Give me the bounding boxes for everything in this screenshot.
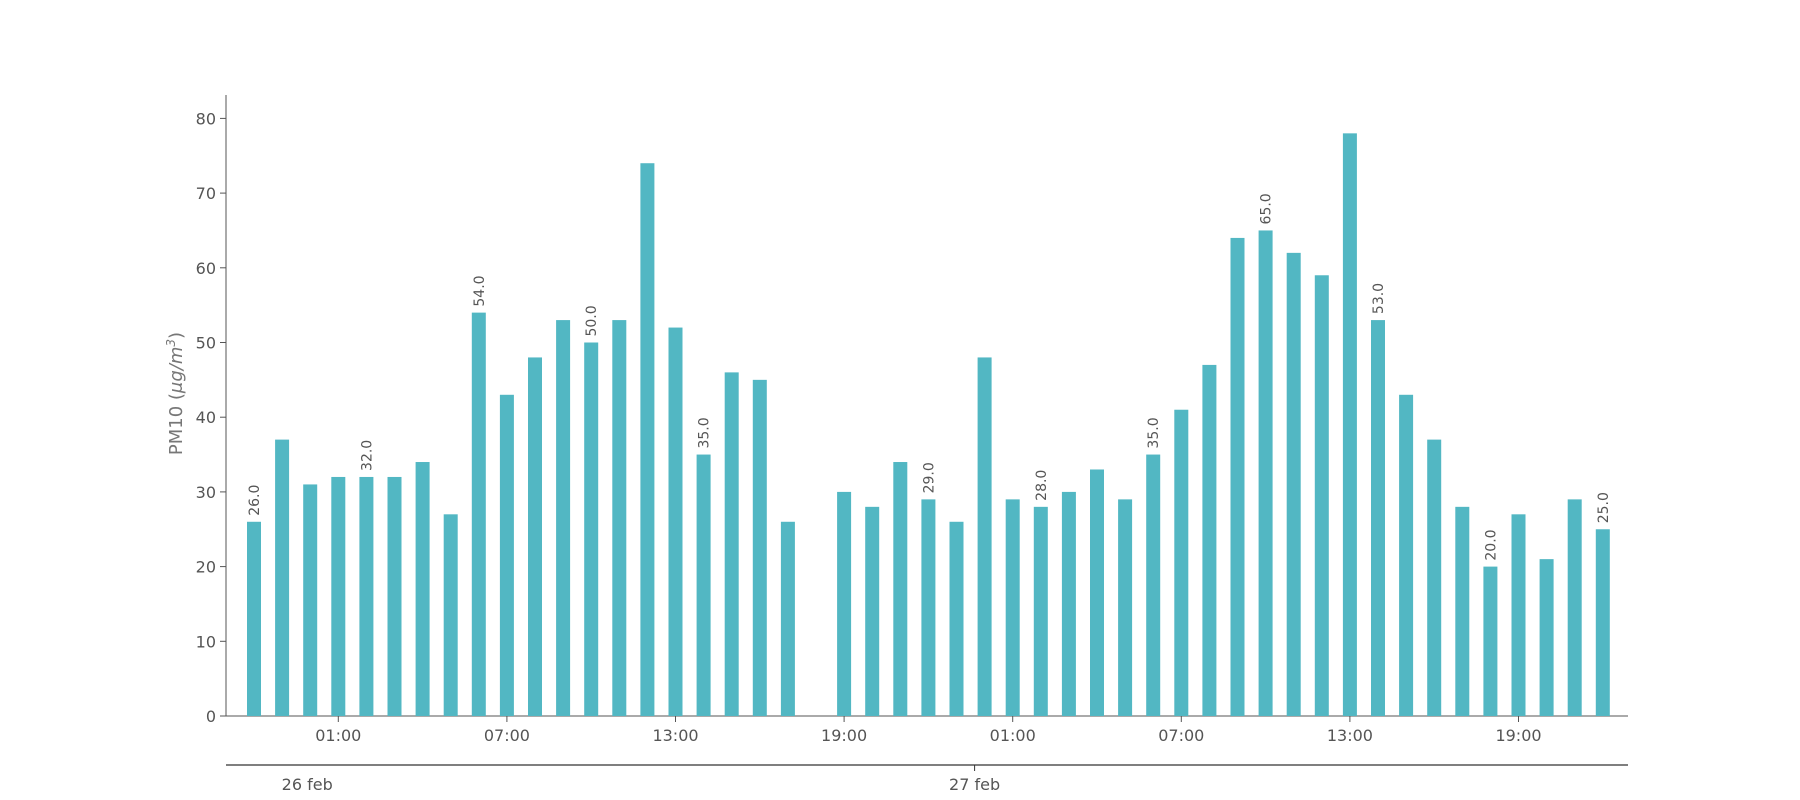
- bar: [1090, 469, 1104, 716]
- bar-data-label: 28.0: [1034, 470, 1050, 501]
- x-tick-label: 01:00: [990, 726, 1036, 745]
- bar: [1595, 529, 1610, 716]
- bar: [471, 312, 486, 716]
- bar: [359, 476, 374, 716]
- x-tick-label: 13:00: [1327, 726, 1373, 745]
- y-tick-label: 40: [196, 408, 216, 427]
- y-axis-label: PM10 (μg/m3): [164, 332, 187, 455]
- bar-data-label: 29.0: [921, 462, 937, 493]
- bar: [1061, 491, 1076, 716]
- bar: [387, 476, 402, 716]
- bar: [556, 320, 571, 716]
- bar: [584, 342, 599, 716]
- bar: [865, 506, 880, 716]
- y-tick-label: 20: [196, 558, 216, 577]
- y-tick-label: 50: [196, 334, 216, 353]
- bar-data-label: 50.0: [584, 305, 600, 336]
- bar: [1539, 559, 1554, 716]
- bar-data-label: 54.0: [472, 275, 488, 306]
- bar: [1174, 409, 1189, 716]
- bar-data-label: 65.0: [1259, 193, 1275, 224]
- y-tick-label: 60: [196, 259, 216, 278]
- bar-data-label: 26.0: [247, 485, 263, 516]
- bar: [1511, 514, 1526, 716]
- bar: [303, 484, 318, 716]
- bar: [837, 491, 852, 716]
- bar-data-label: 25.0: [1596, 492, 1612, 523]
- bar: [415, 462, 430, 716]
- bar-data-label: 20.0: [1483, 529, 1499, 560]
- bar: [1202, 364, 1217, 716]
- bar: [275, 439, 290, 716]
- bar: [724, 372, 739, 716]
- y-ticks-layer: 0 10 20 30 40 50 60 70 80: [196, 109, 226, 726]
- y-tick-label: 10: [196, 632, 216, 651]
- bar-data-label: 32.0: [359, 440, 375, 471]
- bar: [640, 163, 655, 717]
- x-tick-label: 19:00: [821, 726, 867, 745]
- bar-data-label: 35.0: [697, 417, 713, 448]
- y-tick-label: 0: [206, 707, 216, 726]
- bar-data-label: 53.0: [1371, 283, 1387, 314]
- bar: [921, 499, 936, 716]
- bar: [1033, 506, 1048, 716]
- bar: [1342, 133, 1357, 717]
- y-tick-label: 80: [196, 109, 216, 128]
- x-tick-label: 07:00: [1158, 726, 1204, 745]
- bar: [1258, 230, 1273, 716]
- bar: [977, 357, 992, 716]
- date-axis-layer: 26 feb 27 feb: [226, 764, 1628, 794]
- bar: [1230, 237, 1245, 717]
- bar: [1005, 499, 1020, 716]
- bar: [893, 462, 908, 716]
- bar: [696, 454, 711, 716]
- bar: [443, 514, 458, 716]
- bar: [612, 320, 627, 716]
- date-label: 26 feb: [282, 775, 333, 794]
- bar: [949, 521, 964, 716]
- bar: [780, 521, 795, 716]
- y-tick-label: 30: [196, 483, 216, 502]
- bar: [1146, 454, 1161, 716]
- x-tick-label: 01:00: [315, 726, 361, 745]
- bars-layer: [247, 133, 1610, 717]
- bar: [1427, 439, 1442, 716]
- bar: [1314, 275, 1329, 716]
- bar: [1371, 320, 1385, 716]
- y-tick-label: 70: [196, 184, 216, 203]
- bar: [528, 357, 542, 716]
- date-label: 27 feb: [949, 775, 1000, 794]
- x-tick-label: 19:00: [1495, 726, 1541, 745]
- bar: [668, 327, 683, 716]
- bar: [1399, 394, 1414, 716]
- bar: [1567, 499, 1582, 716]
- x-tick-label: 13:00: [652, 726, 698, 745]
- data-labels-layer: 26.0 32.0 54.0 50.0 35.0 29.0 28.0 35.0 65.0 53.0…: [247, 193, 1612, 560]
- x-tick-label: 07:00: [484, 726, 530, 745]
- bar: [1118, 499, 1133, 716]
- bar-data-label: 35.0: [1146, 417, 1162, 448]
- x-ticks-layer: 01:00 07:00 13:00 19:00 01:00 07:00 13:00 19:00: [315, 716, 1542, 745]
- bar: [1286, 252, 1301, 717]
- bar: [331, 476, 346, 716]
- bar: [499, 394, 514, 716]
- bar: [1455, 506, 1470, 716]
- bar: [247, 521, 261, 716]
- bar: [1483, 566, 1498, 716]
- bar: [752, 379, 767, 716]
